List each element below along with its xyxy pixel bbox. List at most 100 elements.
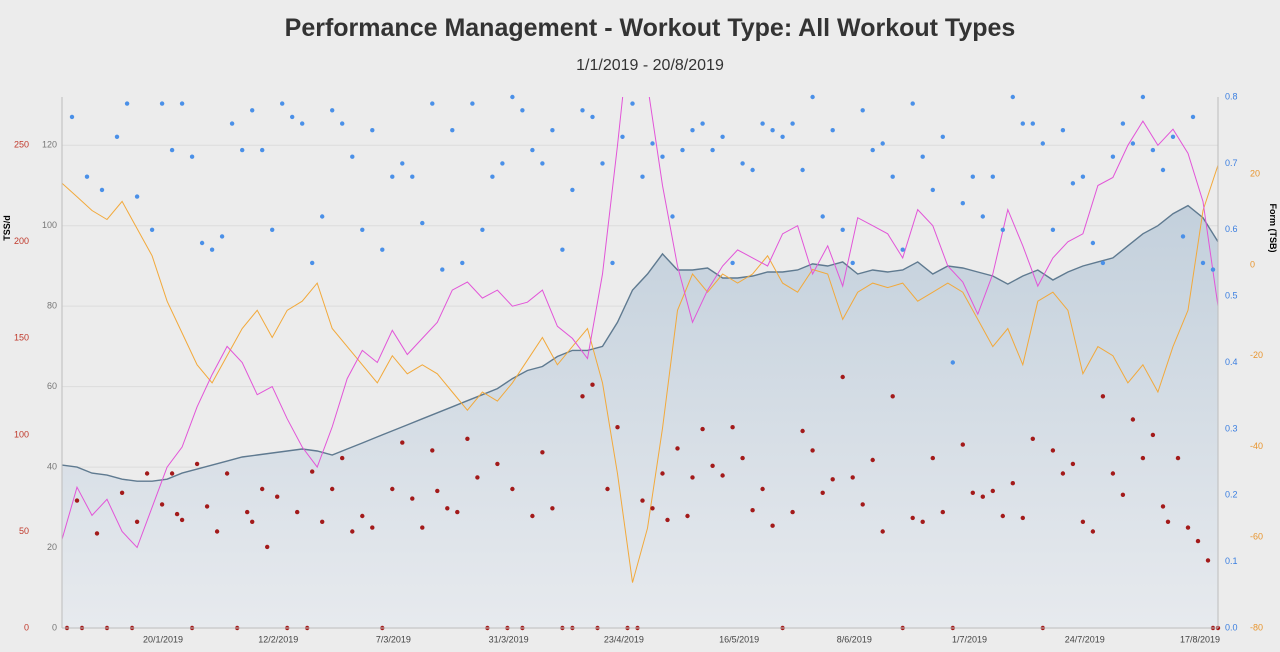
intensity-point [560, 247, 565, 252]
tss-point [1060, 471, 1066, 476]
intensity-point [360, 227, 365, 232]
tss-point [214, 529, 220, 534]
intensity-point [700, 121, 705, 126]
intensity-point [260, 147, 265, 153]
tss-point [1110, 471, 1116, 476]
intensity-point [330, 108, 335, 113]
intensity-point [570, 187, 575, 193]
tss-point [750, 508, 755, 513]
ctl-tick-label: 60 [47, 381, 57, 391]
intensity-point [1010, 94, 1015, 100]
intensity-point [209, 247, 215, 252]
intensity-point [1160, 167, 1166, 173]
intensity-point [610, 260, 615, 266]
intensity-point [640, 174, 645, 179]
tss-point [1080, 519, 1086, 524]
intensity-point [880, 141, 885, 146]
x-tick-label: 16/5/2019 [719, 634, 759, 644]
tss-point [890, 394, 895, 399]
tss-point [179, 517, 185, 523]
tss-point [134, 519, 140, 524]
intensity-point [630, 101, 635, 106]
chart-title: Performance Management - Workout Type: A… [284, 14, 1016, 42]
x-tick-label: 20/1/2019 [143, 634, 183, 644]
tss-point [275, 494, 280, 499]
intensity-point [720, 134, 725, 139]
intensity-point [370, 128, 375, 133]
tss-point [144, 471, 150, 476]
intensity-point [480, 227, 485, 232]
intensity-point [730, 260, 735, 266]
tss-point [800, 428, 805, 434]
intensity-point [219, 234, 225, 239]
x-tick-label: 31/3/2019 [489, 634, 529, 644]
x-tick-label: 17/8/2019 [1180, 634, 1220, 644]
tss-point [465, 436, 470, 441]
tss-point [1205, 558, 1211, 563]
tss-point [820, 490, 825, 495]
tss-point [194, 461, 200, 467]
tss-point [760, 486, 765, 492]
intensity-point [430, 101, 435, 106]
intensity-point [840, 227, 845, 232]
tss-point [510, 486, 515, 492]
tss-point [615, 425, 620, 430]
form-tick-label: -80 [1250, 622, 1263, 632]
intensity-tick-label: 0.7 [1225, 158, 1238, 168]
intensity-point [810, 94, 815, 100]
tss-point [740, 455, 745, 461]
intensity-point [1120, 121, 1126, 126]
tss-point [340, 455, 345, 461]
intensity-point [1040, 141, 1046, 146]
form-tick-label: -40 [1250, 441, 1263, 451]
intensity-point [290, 114, 295, 120]
x-tick-label: 8/6/2019 [837, 634, 872, 644]
intensity-point [1070, 181, 1076, 186]
intensity-point [850, 260, 855, 266]
intensity-point [1210, 267, 1216, 272]
intensity-point [740, 161, 745, 166]
ctl-tick-label: 120 [42, 140, 57, 150]
fatigue-line [62, 97, 1218, 549]
intensity-point [980, 214, 985, 219]
tss-point [540, 450, 545, 455]
intensity-point [420, 220, 425, 226]
ctl-tick-label: 40 [47, 461, 57, 471]
intensity-point [1000, 227, 1005, 232]
tss-point [930, 455, 935, 461]
intensity-point [520, 108, 525, 113]
ctl-tick-label: 0 [52, 622, 57, 632]
intensity-point [990, 174, 995, 179]
intensity-point [910, 101, 915, 106]
tss-point [980, 494, 985, 499]
tss-point [790, 509, 795, 515]
tss-tick-label: 200 [14, 236, 29, 246]
tss-point [1160, 504, 1166, 509]
intensity-tick-label: 0.2 [1225, 490, 1238, 500]
tss-point [960, 442, 965, 447]
intensity-point [199, 240, 205, 246]
tss-point [1020, 515, 1025, 521]
tss-point [665, 517, 670, 523]
intensity-point [1170, 134, 1176, 139]
intensity-point [580, 108, 585, 113]
intensity-point [280, 101, 285, 106]
tss-point [840, 374, 845, 380]
intensity-point [179, 101, 185, 106]
tss-point [870, 457, 875, 463]
ctl-tick-label: 100 [42, 220, 57, 230]
intensity-point [790, 121, 795, 126]
intensity-point [270, 227, 275, 232]
intensity-tick-label: 0.1 [1225, 556, 1238, 566]
tss-point [1140, 455, 1146, 461]
tss-point [1100, 394, 1106, 399]
intensity-point [320, 214, 325, 219]
tss-point [260, 486, 265, 492]
x-tick-label: 12/2/2019 [258, 634, 298, 644]
tss-point [1010, 481, 1015, 486]
intensity-point [99, 187, 105, 193]
intensity-point [760, 121, 765, 126]
intensity-point [310, 260, 315, 266]
tss-point [1195, 538, 1201, 544]
intensity-point [870, 147, 875, 153]
